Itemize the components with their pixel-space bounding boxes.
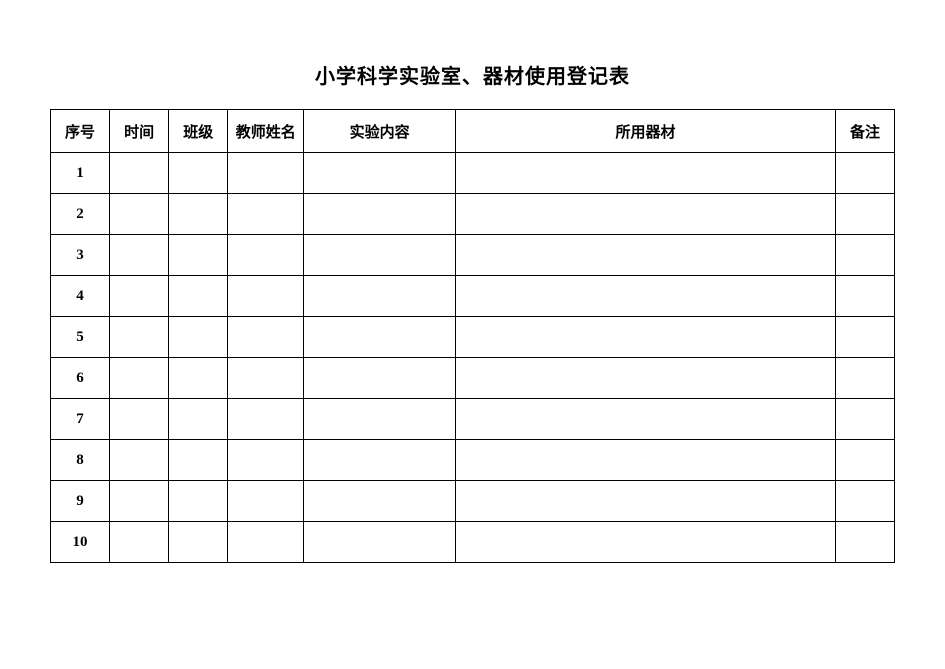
cell-equip — [456, 440, 836, 481]
cell-class — [169, 153, 228, 194]
cell-class — [169, 399, 228, 440]
cell-remark — [835, 522, 894, 563]
cell-equip — [456, 153, 836, 194]
table-row: 9 — [51, 481, 895, 522]
cell-teacher — [228, 153, 304, 194]
cell-remark — [835, 235, 894, 276]
cell-teacher — [228, 481, 304, 522]
cell-content — [304, 481, 456, 522]
cell-remark — [835, 440, 894, 481]
cell-class — [169, 317, 228, 358]
cell-teacher — [228, 522, 304, 563]
cell-index: 7 — [51, 399, 110, 440]
table-row: 1 — [51, 153, 895, 194]
cell-time — [110, 235, 169, 276]
cell-time — [110, 276, 169, 317]
cell-class — [169, 235, 228, 276]
cell-time — [110, 194, 169, 235]
col-header-teacher: 教师姓名 — [228, 110, 304, 153]
cell-index: 2 — [51, 194, 110, 235]
cell-index: 3 — [51, 235, 110, 276]
cell-teacher — [228, 399, 304, 440]
cell-content — [304, 522, 456, 563]
cell-equip — [456, 399, 836, 440]
cell-remark — [835, 317, 894, 358]
cell-content — [304, 399, 456, 440]
cell-time — [110, 481, 169, 522]
cell-remark — [835, 194, 894, 235]
col-header-index: 序号 — [51, 110, 110, 153]
registration-table: 序号 时间 班级 教师姓名 实验内容 所用器材 备注 1 2 — [50, 109, 895, 563]
cell-index: 10 — [51, 522, 110, 563]
cell-teacher — [228, 194, 304, 235]
table-row: 10 — [51, 522, 895, 563]
cell-teacher — [228, 317, 304, 358]
table-body: 1 2 3 — [51, 153, 895, 563]
table-row: 7 — [51, 399, 895, 440]
cell-content — [304, 153, 456, 194]
cell-time — [110, 522, 169, 563]
cell-class — [169, 358, 228, 399]
cell-equip — [456, 276, 836, 317]
cell-equip — [456, 481, 836, 522]
cell-index: 5 — [51, 317, 110, 358]
cell-class — [169, 276, 228, 317]
cell-equip — [456, 235, 836, 276]
cell-remark — [835, 153, 894, 194]
cell-remark — [835, 481, 894, 522]
table-head: 序号 时间 班级 教师姓名 实验内容 所用器材 备注 — [51, 110, 895, 153]
cell-class — [169, 522, 228, 563]
table-row: 2 — [51, 194, 895, 235]
table-row: 4 — [51, 276, 895, 317]
col-header-equip: 所用器材 — [456, 110, 836, 153]
table-header-row: 序号 时间 班级 教师姓名 实验内容 所用器材 备注 — [51, 110, 895, 153]
cell-equip — [456, 317, 836, 358]
cell-class — [169, 440, 228, 481]
cell-index: 1 — [51, 153, 110, 194]
cell-equip — [456, 358, 836, 399]
cell-time — [110, 358, 169, 399]
cell-content — [304, 276, 456, 317]
cell-time — [110, 153, 169, 194]
col-header-remark: 备注 — [835, 110, 894, 153]
cell-remark — [835, 399, 894, 440]
cell-index: 8 — [51, 440, 110, 481]
page-title: 小学科学实验室、器材使用登记表 — [50, 60, 895, 89]
cell-content — [304, 194, 456, 235]
cell-remark — [835, 358, 894, 399]
table-row: 8 — [51, 440, 895, 481]
cell-teacher — [228, 235, 304, 276]
cell-content — [304, 317, 456, 358]
cell-time — [110, 440, 169, 481]
cell-time — [110, 399, 169, 440]
page-container: 小学科学实验室、器材使用登记表 序号 时间 班级 教师姓名 实验内容 所用器材 … — [0, 0, 945, 613]
cell-teacher — [228, 276, 304, 317]
cell-index: 6 — [51, 358, 110, 399]
cell-equip — [456, 194, 836, 235]
cell-index: 4 — [51, 276, 110, 317]
cell-teacher — [228, 440, 304, 481]
cell-content — [304, 358, 456, 399]
table-row: 3 — [51, 235, 895, 276]
table-row: 5 — [51, 317, 895, 358]
cell-equip — [456, 522, 836, 563]
col-header-class: 班级 — [169, 110, 228, 153]
cell-time — [110, 317, 169, 358]
table-row: 6 — [51, 358, 895, 399]
cell-content — [304, 440, 456, 481]
cell-teacher — [228, 358, 304, 399]
cell-remark — [835, 276, 894, 317]
col-header-content: 实验内容 — [304, 110, 456, 153]
cell-index: 9 — [51, 481, 110, 522]
cell-content — [304, 235, 456, 276]
cell-class — [169, 194, 228, 235]
cell-class — [169, 481, 228, 522]
col-header-time: 时间 — [110, 110, 169, 153]
